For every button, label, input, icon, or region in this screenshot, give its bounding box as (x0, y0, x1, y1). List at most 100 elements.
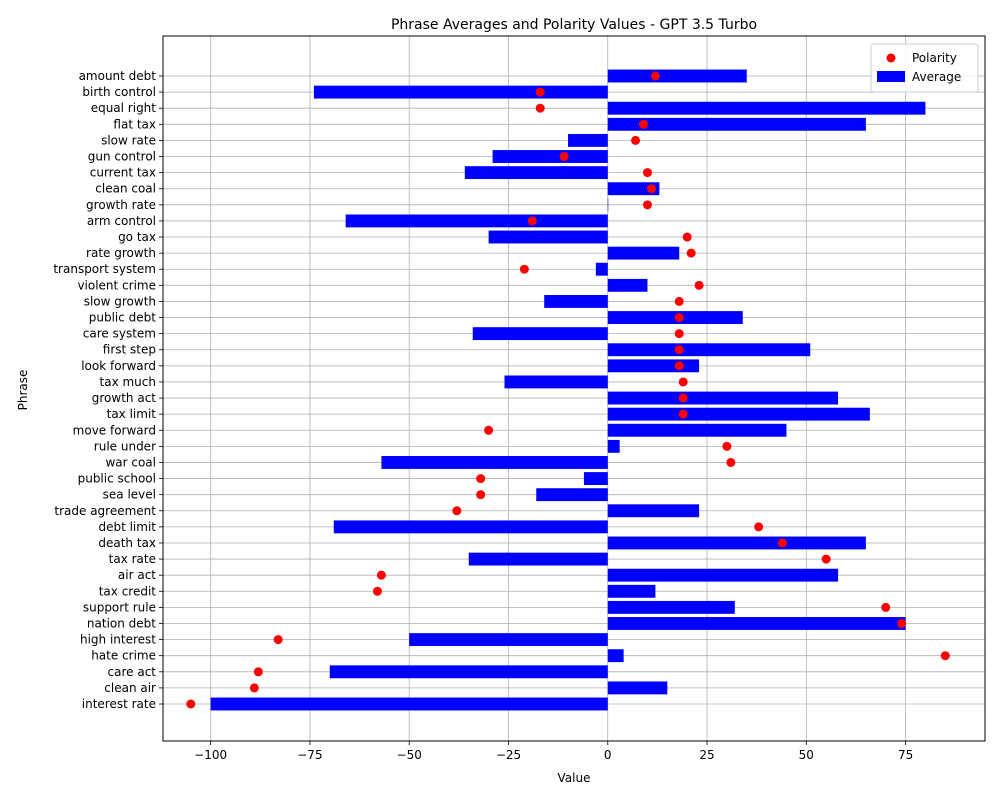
average-bar (607, 536, 866, 550)
average-bar (607, 407, 870, 421)
polarity-point (678, 393, 688, 403)
average-bar (607, 278, 648, 292)
average-bar (607, 568, 839, 582)
polarity-point (940, 651, 950, 661)
y-tick-label: growth rate (86, 198, 156, 212)
x-axis-title: Value (558, 771, 591, 785)
y-tick-label: tax much (100, 375, 156, 389)
y-tick-label: war coal (105, 455, 156, 469)
average-bar (568, 133, 608, 147)
legend: Polarity Average (870, 43, 979, 93)
y-tick-label: public debt (89, 311, 157, 325)
average-bar (607, 649, 624, 663)
average-bar (607, 504, 700, 518)
polarity-point (452, 506, 462, 516)
average-bar (607, 117, 866, 131)
y-tick-label: public school (78, 472, 156, 486)
y-tick-label: clean coal (95, 182, 156, 196)
y-tick-label: growth act (92, 391, 157, 405)
average-bar (472, 327, 608, 341)
y-tick-label: debt limit (98, 520, 156, 534)
y-tick-label: high interest (80, 633, 156, 647)
polarity-point (897, 618, 907, 628)
y-tick-label: tax credit (99, 584, 157, 598)
polarity-series (186, 71, 950, 709)
average-bar (607, 617, 906, 630)
chart-title: Phrase Averages and Polarity Values - GP… (391, 17, 757, 33)
average-bar (607, 182, 660, 196)
x-axis: −100 −75 −50 −25 0 25 50 75 (194, 741, 913, 762)
average-bar (583, 472, 608, 486)
y-tick-label: transport system (53, 262, 156, 276)
y-tick-label: trade agreement (54, 504, 156, 518)
y-tick-label: hate crime (91, 649, 156, 663)
y-tick-label: amount debt (79, 69, 157, 83)
average-bar (313, 85, 608, 99)
y-tick-label: care act (108, 665, 157, 679)
x-tick-label: −100 (194, 748, 227, 762)
polarity-point (519, 264, 529, 274)
average-bar (607, 584, 656, 598)
y-tick-label: slow rate (101, 133, 156, 147)
average-bar (468, 552, 608, 566)
average-bar (536, 488, 608, 502)
y-tick-label: rule under (94, 439, 156, 453)
y-tick-label: sea level (103, 488, 156, 502)
polarity-point (694, 280, 704, 290)
polarity-point (186, 699, 196, 709)
average-bar (607, 600, 735, 614)
polarity-point (642, 200, 652, 210)
polarity-point (372, 586, 382, 596)
polarity-point (642, 168, 652, 178)
polarity-point (253, 667, 263, 677)
y-tick-label: first step (103, 343, 156, 357)
polarity-point (674, 313, 684, 323)
x-tick-label: −25 (496, 748, 521, 762)
polarity-point (777, 538, 787, 548)
polarity-point (535, 103, 545, 113)
polarity-point (631, 135, 641, 145)
polarity-point (527, 216, 537, 226)
average-bar (607, 391, 839, 405)
polarity-point (249, 683, 259, 693)
polarity-point (476, 474, 486, 484)
polarity-point (674, 329, 684, 339)
polarity-point (726, 457, 736, 467)
average-bar (595, 262, 608, 276)
y-tick-label: flat tax (113, 117, 156, 131)
y-tick-label: care system (83, 327, 156, 341)
y-tick-label: tax rate (109, 552, 156, 566)
y-tick-label: gun control (88, 150, 156, 164)
average-bar (607, 423, 787, 437)
bar-series (210, 69, 926, 711)
average-bar (607, 359, 700, 373)
average-bar (607, 198, 609, 212)
x-tick-label: 0 (604, 748, 612, 762)
polarity-point (674, 345, 684, 355)
polarity-point (678, 409, 688, 419)
x-tick-label: 75 (898, 748, 913, 762)
y-tick-label: go tax (118, 230, 156, 244)
polarity-point (559, 152, 569, 162)
polarity-point (678, 377, 688, 387)
y-tick-label: slow growth (84, 294, 156, 308)
average-bar (607, 101, 926, 115)
average-bar (504, 375, 608, 389)
polarity-point (722, 441, 732, 451)
average-bar (210, 697, 608, 711)
average-bar (607, 681, 668, 695)
polarity-point (476, 490, 486, 500)
polarity-point (535, 87, 545, 97)
polarity-point (273, 635, 283, 645)
polarity-point (881, 602, 891, 612)
polarity-point (682, 232, 692, 242)
polarity-point (754, 522, 764, 532)
average-bar (464, 166, 608, 180)
average-bar (488, 230, 608, 244)
average-bar (329, 665, 608, 679)
polarity-point (821, 554, 831, 564)
y-tick-label: equal right (91, 101, 157, 115)
y-tick-label: air act (118, 568, 156, 582)
y-tick-label: nation debt (87, 616, 156, 630)
average-bar (607, 246, 680, 260)
